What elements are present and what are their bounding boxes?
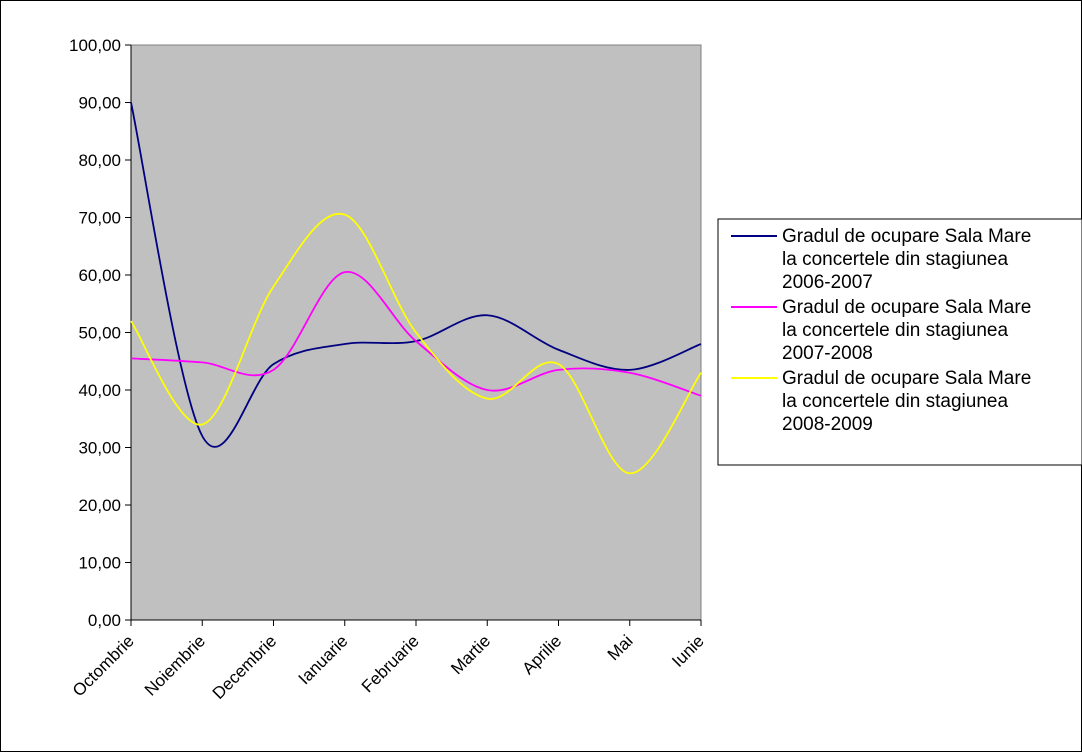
y-axis: 0,00 10,00 20,00 30,00 40,00 50,00 60,00 70,00 8… (69, 36, 131, 630)
legend-label-2: la concertele din stagiunea (782, 320, 1008, 341)
x-tick-label: Iunie (668, 631, 708, 671)
legend-label-2: Gradul de ocupare Sala Mare (782, 297, 1031, 318)
y-tick-label: 40,00 (78, 381, 121, 400)
legend-label-1: 2006-2007 (782, 272, 873, 293)
y-tick-label: 20,00 (78, 496, 121, 515)
x-tick-label: Martie (447, 631, 494, 678)
x-tick-label: Ianuarie (295, 631, 352, 688)
y-tick-label: 70,00 (78, 209, 121, 228)
y-tick-label: 60,00 (78, 266, 121, 285)
y-tick-label: 30,00 (78, 439, 121, 458)
x-tick-label: Mai (604, 631, 637, 664)
y-tick-label: 80,00 (78, 151, 121, 170)
legend-label-1: la concertele din stagiunea (782, 249, 1008, 270)
x-tick-label: Octombrie (69, 631, 138, 700)
y-tick-label: 90,00 (78, 94, 121, 113)
legend-label-3: Gradul de ocupare Sala Mare (782, 368, 1031, 389)
x-tick-label: Noiembrie (141, 631, 209, 699)
y-tick-label: 0,00 (88, 611, 121, 630)
y-tick-label: 10,00 (78, 554, 121, 573)
x-axis: Octombrie Noiembrie Decembrie Ianuarie Febru… (69, 620, 708, 703)
x-tick-label: Februarie (358, 631, 423, 696)
legend-label-1: Gradul de ocupare Sala Mare (782, 226, 1031, 247)
y-tick-label: 100,00 (69, 36, 121, 55)
legend-label-2: 2007-2008 (782, 343, 873, 364)
legend-label-3: 2008-2009 (782, 414, 873, 435)
x-tick-label: Aprilie (518, 631, 565, 678)
legend-label-3: la concertele din stagiunea (782, 391, 1008, 412)
x-tick-label: Decembrie (209, 631, 281, 703)
y-tick-label: 50,00 (78, 324, 121, 343)
